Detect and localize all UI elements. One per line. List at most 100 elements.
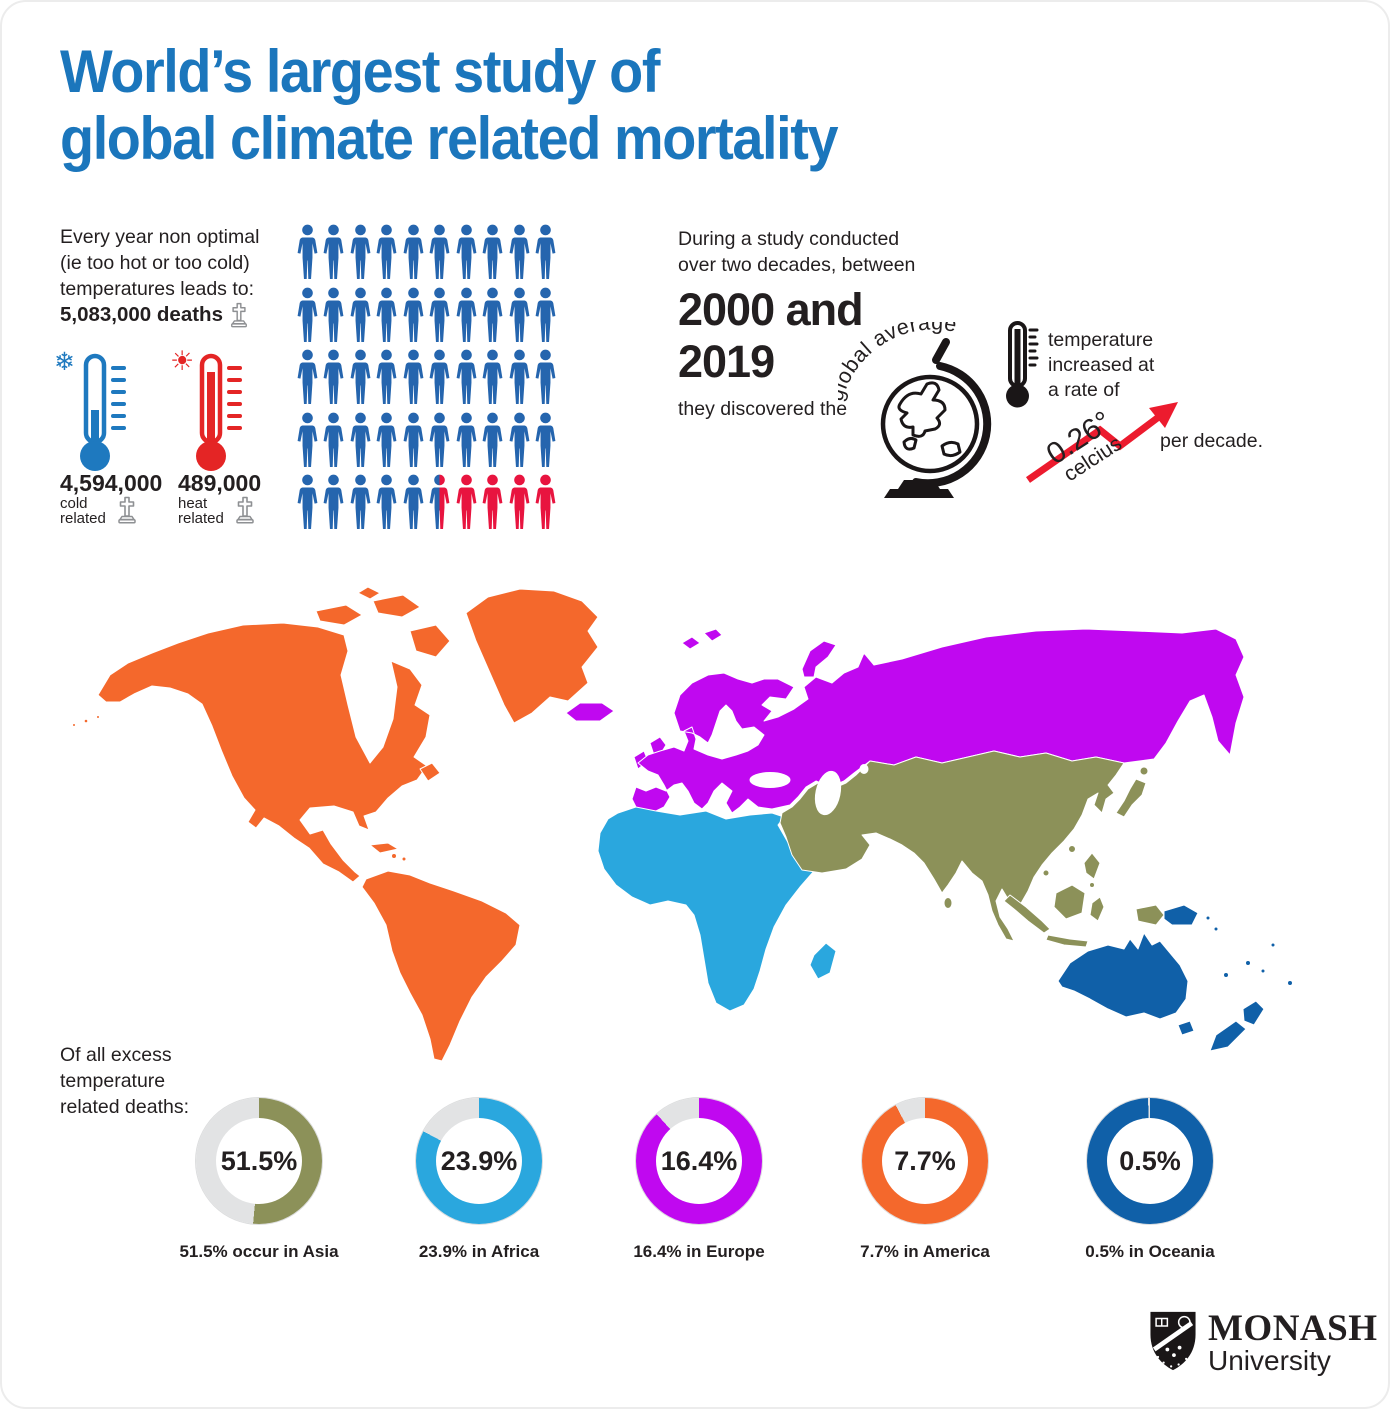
person-icon — [375, 474, 398, 531]
cold-deaths-value: 4,594,000 — [60, 470, 163, 496]
donut-ring-europe: 16.4% — [636, 1098, 762, 1224]
person-icon — [349, 474, 372, 531]
donut-africa: 23.9% 23.9% in Africa — [364, 1098, 594, 1262]
donut-caption-america: 7.7% in America — [860, 1242, 990, 1261]
caspian-sea — [814, 770, 842, 816]
trend-arrow-icon — [1026, 402, 1178, 483]
donut-asia: 51.5% 51.5% occur in Asia — [144, 1098, 374, 1262]
donut-ring-africa: 23.9% — [416, 1098, 542, 1224]
world-map — [72, 586, 1293, 1062]
donut-value-oceania: 0.5% — [1119, 1145, 1181, 1176]
title-line-2: global climate related mortality — [60, 105, 838, 172]
pictogram-grid — [294, 224, 560, 537]
person-icon — [322, 412, 345, 469]
total-deaths-value: 5,083,000 deaths — [60, 303, 223, 326]
person-icon — [375, 349, 398, 406]
cold-deaths-label: cold related — [60, 495, 106, 527]
person-icon — [402, 412, 425, 469]
person-icon — [481, 474, 504, 531]
donut-europe: 16.4% 16.4% in Europe — [584, 1098, 814, 1262]
person-icon — [534, 474, 557, 531]
heat-deaths-label: heat related — [178, 495, 224, 527]
person-icon — [322, 224, 345, 281]
person-icon — [428, 287, 451, 344]
donut-caption-africa: 23.9% in Africa — [418, 1242, 540, 1261]
person-icon — [534, 412, 557, 469]
person-icon — [296, 349, 319, 406]
tombstone-icon — [234, 496, 256, 524]
person-icon — [375, 224, 398, 281]
intro-line: temperatures leads to: — [60, 278, 255, 300]
donut-ring-oceania: 0.5% — [1087, 1098, 1213, 1224]
person-icon — [481, 349, 504, 406]
aral-sea — [859, 764, 869, 774]
person-icon — [508, 412, 531, 469]
person-icon — [296, 474, 319, 531]
black-thermometer-icon — [1006, 321, 1039, 408]
sun-icon: ☀ — [170, 346, 195, 376]
person-icon — [455, 349, 478, 406]
title-line-1: World’s largest study of — [60, 38, 660, 105]
donut-ring-asia: 51.5% — [196, 1098, 322, 1224]
donut-ring-america: 7.7% — [862, 1098, 988, 1224]
person-icon — [322, 287, 345, 344]
black-sea — [749, 772, 791, 788]
map-region-americas — [72, 586, 599, 1062]
study-years-2: 2019 — [678, 336, 775, 387]
person-icon — [508, 349, 531, 406]
monash-name: MONASH — [1208, 1308, 1378, 1349]
person-icon — [534, 224, 557, 281]
donut-value-america: 7.7% — [894, 1145, 956, 1176]
person-icon — [296, 224, 319, 281]
person-icon — [481, 412, 504, 469]
person-icon — [402, 224, 425, 281]
heat-thermometer-icon — [196, 353, 242, 471]
map-region-asia — [779, 750, 1165, 948]
tombstone-icon — [116, 496, 138, 524]
person-icon — [481, 287, 504, 344]
snowflake-icon: ❄ — [54, 348, 75, 376]
study-line: During a study conducted — [678, 228, 900, 250]
person-icon — [349, 349, 372, 406]
map-region-oceania — [1057, 904, 1293, 1052]
page-title: World’s largest study of global climate … — [60, 38, 838, 172]
study-discovered: they discovered the — [678, 398, 848, 420]
study-line: over two decades, between — [678, 254, 916, 276]
person-icon — [428, 349, 451, 406]
intro-line: (ie too hot or too cold) — [60, 252, 250, 274]
heat-deaths-value: 489,000 — [178, 470, 262, 496]
person-icon — [322, 349, 345, 406]
intro-line: Every year non optimal — [60, 226, 260, 248]
donut-value-asia: 51.5% — [220, 1145, 298, 1176]
tombstone-icon — [229, 302, 249, 328]
person-icon — [534, 287, 557, 344]
person-icon — [508, 474, 531, 531]
rate-text: temperature increased at a rate of — [1048, 329, 1155, 401]
donut-caption-asia: 51.5% occur in Asia — [179, 1242, 339, 1261]
person-icon — [428, 474, 451, 531]
person-icon — [375, 287, 398, 344]
map-region-africa — [597, 806, 837, 1012]
person-icon — [296, 412, 319, 469]
person-icon — [455, 412, 478, 469]
person-icon — [508, 224, 531, 281]
person-icon — [481, 224, 504, 281]
person-icon — [322, 474, 345, 531]
study-years-1: 2000 and — [678, 284, 864, 335]
person-icon — [428, 224, 451, 281]
person-icon — [402, 474, 425, 531]
person-icon — [508, 287, 531, 344]
person-icon — [349, 412, 372, 469]
donut-caption-europe: 16.4% in Europe — [633, 1242, 765, 1261]
person-icon — [349, 224, 372, 281]
person-icon — [455, 224, 478, 281]
person-icon — [455, 474, 478, 531]
donut-caption-oceania: 0.5% in Oceania — [1085, 1242, 1215, 1261]
donut-section-heading: Of all excess temperature related deaths… — [60, 1044, 190, 1118]
donut-america: 7.7% 7.7% in America — [810, 1098, 1040, 1262]
person-icon — [402, 349, 425, 406]
donut-oceania: 0.5% 0.5% in Oceania — [1035, 1098, 1265, 1262]
monash-shield-logo — [1150, 1311, 1196, 1371]
person-icon — [428, 412, 451, 469]
